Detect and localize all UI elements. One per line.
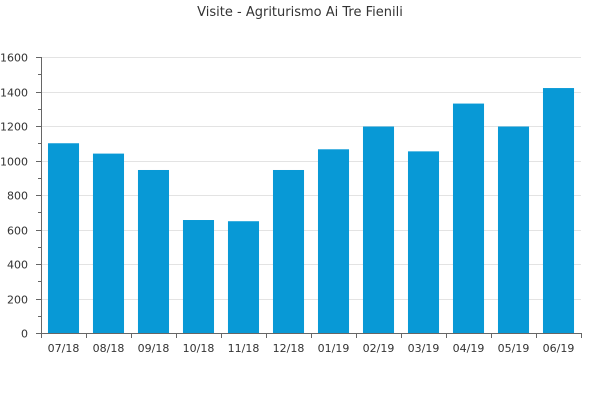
y-tick-label: 1200 — [0, 121, 28, 134]
bar-10-18 — [182, 220, 215, 333]
x-tick-label: 04/19 — [453, 342, 485, 355]
x-tick-label: 02/19 — [363, 342, 395, 355]
axes — [36, 57, 582, 338]
bar-08-18 — [92, 153, 125, 333]
y-tick-labels: 0 200 400 600 800 1000 1200 1400 1600 — [0, 52, 28, 341]
bar-02-19 — [362, 126, 395, 334]
bar-04-19 — [452, 103, 485, 333]
bar-06-19 — [542, 88, 575, 333]
y-tick-label: 1400 — [0, 87, 28, 100]
x-tick-label: 12/18 — [273, 342, 305, 355]
y-tick-label: 1000 — [0, 156, 28, 169]
y-tick-label: 0 — [21, 328, 28, 341]
bar-05-19 — [497, 126, 530, 334]
bar-01-19 — [317, 149, 350, 333]
bar-07-18 — [47, 143, 80, 333]
x-tick-label: 03/19 — [408, 342, 440, 355]
x-tick-label: 05/19 — [498, 342, 530, 355]
x-tick-label: 07/18 — [48, 342, 80, 355]
bars — [47, 88, 575, 334]
x-tick-label: 01/19 — [318, 342, 350, 355]
y-tick-label: 200 — [7, 294, 28, 307]
bar-12-18 — [272, 169, 305, 333]
y-tick-label: 1600 — [0, 52, 28, 65]
bar-11-18 — [227, 221, 260, 333]
x-tick-label: 09/18 — [138, 342, 170, 355]
chart-title: Visite - Agriturismo Ai Tre Fienili — [197, 5, 403, 20]
y-tick-label: 400 — [7, 259, 28, 272]
x-tick-label: 11/18 — [228, 342, 260, 355]
x-tick-label: 08/18 — [93, 342, 125, 355]
grid-lines — [41, 57, 581, 300]
x-tick-labels: 07/18 08/18 09/18 10/18 11/18 12/18 01/19 02/19… — [48, 342, 575, 355]
y-tick-label: 800 — [7, 190, 28, 203]
bar-09-18 — [137, 169, 170, 333]
bar-03-19 — [407, 151, 440, 333]
x-tick-label: 10/18 — [183, 342, 215, 355]
x-tick-label: 06/19 — [543, 342, 575, 355]
y-tick-label: 600 — [7, 225, 28, 238]
